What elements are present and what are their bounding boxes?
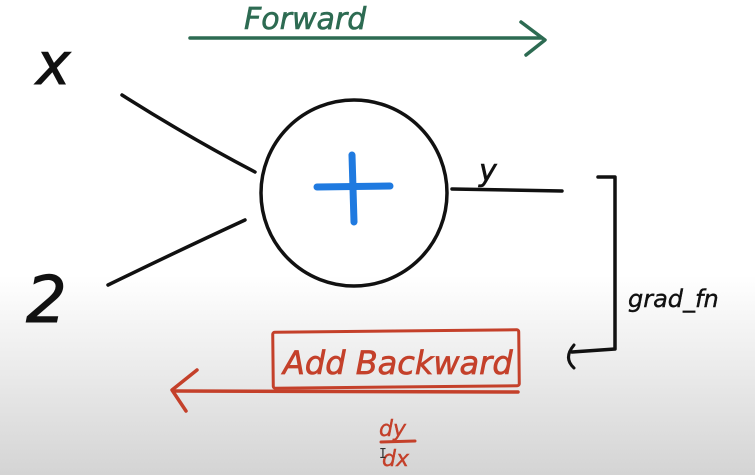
- output-y-label: y: [478, 154, 498, 189]
- forward-group: Forward: [188, 2, 547, 57]
- grad-fn-bracket-hook: [567, 343, 576, 370]
- backward-arrow: [174, 389, 520, 394]
- forward-arrowhead: [519, 20, 547, 57]
- edge-two-to-add: [106, 218, 247, 287]
- text-cursor-icon: I: [379, 447, 387, 462]
- add-node: [259, 98, 449, 288]
- derivative-fraction-bar: [379, 439, 417, 444]
- input-x-label: x: [34, 30, 71, 98]
- edge-x-to-add: [120, 93, 257, 174]
- edge-add-to-y: [450, 187, 564, 193]
- derivative-denominator: dx: [382, 447, 410, 472]
- forward-label: Forward: [244, 2, 367, 37]
- add-backward-box: [271, 328, 521, 390]
- grad-fn-bracket: [570, 175, 617, 354]
- derivative-numerator: dy: [379, 417, 407, 442]
- backward-arrowhead: [170, 368, 199, 413]
- add-backward-label: Add Backward: [281, 344, 513, 382]
- plus-icon: [313, 151, 394, 226]
- grad-fn-label: grad_fn: [628, 285, 719, 313]
- input-two-label: 2: [26, 264, 67, 338]
